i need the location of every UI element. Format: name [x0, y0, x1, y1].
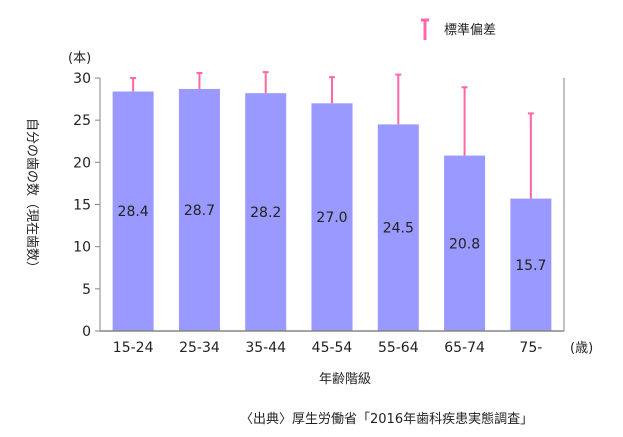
- data-labels: 28.4 28.7 28.2 27.0 24.5 20.8 15.7: [118, 203, 547, 274]
- data-label: 24.5: [383, 221, 414, 237]
- bar: [178, 88, 220, 331]
- y-tick-label: 15: [73, 198, 91, 214]
- data-label: 20.8: [449, 236, 480, 252]
- data-label: 27.0: [316, 210, 347, 226]
- y-tick-label: 0: [82, 324, 91, 340]
- bar: [311, 103, 353, 331]
- x-tick-labels: 15-24 25-34 35-44 45-54 55-64 65-74 75-: [113, 340, 542, 356]
- data-label: 15.7: [515, 258, 546, 274]
- data-label: 28.4: [118, 204, 149, 220]
- x-tick-label: 55-64: [378, 340, 419, 356]
- bar: [245, 93, 287, 332]
- source-note: 〈出典〉厚生労働省「2016年歯科疾患実態調査」: [240, 411, 533, 427]
- bar: [112, 91, 154, 331]
- y-axis-title: 自分の歯の数（現在歯数）: [24, 118, 39, 274]
- y-ticks: 0 5 10 15 20 25 30: [73, 71, 100, 340]
- y-tick-label: 10: [73, 240, 91, 256]
- bar: [444, 155, 486, 331]
- x-axis-title: 年齢階級: [319, 372, 371, 387]
- x-tick-label: 45-54: [312, 340, 353, 356]
- bar: [377, 124, 419, 331]
- y-tick-label: 25: [73, 113, 91, 129]
- x-unit: (歳): [570, 341, 593, 356]
- y-unit: (本): [68, 51, 91, 66]
- bar: [510, 198, 552, 331]
- x-tick-label: 75-: [519, 340, 542, 356]
- legend: 標準偏差: [421, 18, 496, 40]
- error-bars: [130, 71, 534, 199]
- x-tick-label: 25-34: [179, 340, 220, 356]
- data-label: 28.2: [250, 205, 281, 221]
- bars: [112, 88, 552, 332]
- legend-label: 標準偏差: [444, 22, 496, 38]
- x-tick-label: 65-74: [444, 340, 485, 356]
- y-tick-label: 5: [82, 282, 91, 298]
- x-tick-label: 35-44: [245, 340, 286, 356]
- data-label: 28.7: [184, 203, 215, 219]
- y-tick-label: 30: [73, 71, 91, 87]
- y-tick-label: 20: [73, 155, 91, 171]
- x-tick-label: 15-24: [113, 340, 154, 356]
